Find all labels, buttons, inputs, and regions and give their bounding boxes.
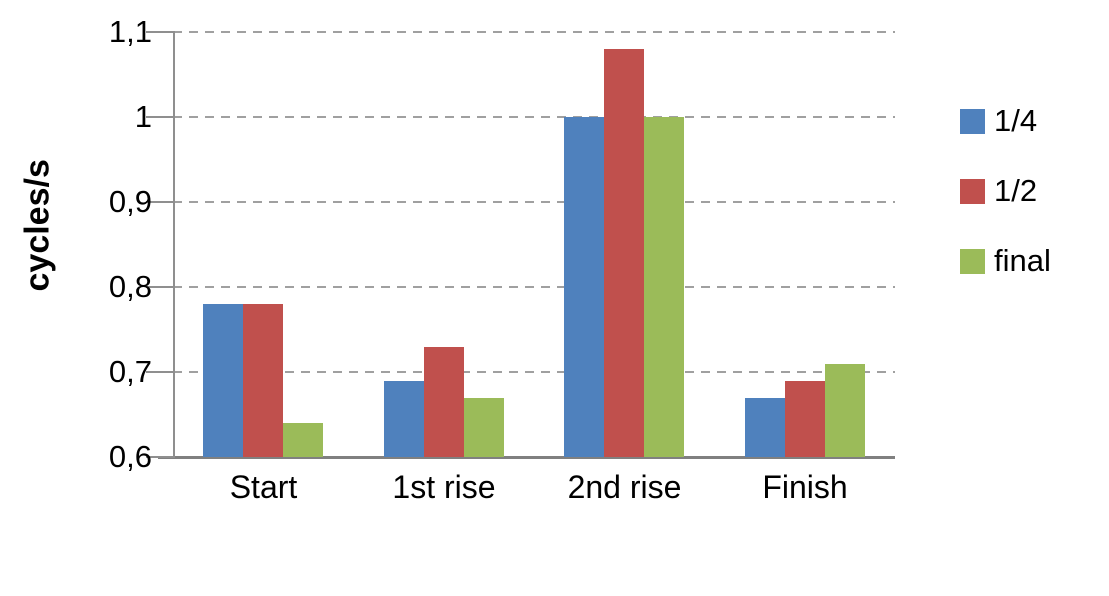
x-tick-label-2nd-rise: 2nd rise [567, 469, 682, 505]
y-axis-tick [146, 286, 175, 288]
legend-item-final: final [960, 243, 1051, 279]
x-tick-label-start: Start [229, 469, 298, 505]
y-axis-tick [146, 456, 175, 458]
y-tick-label: 0,8 [108, 269, 152, 304]
bar-2nd-rise-1-2 [604, 49, 645, 457]
y-axis-tick [146, 201, 175, 203]
x-tick-label-finish: Finish [762, 469, 848, 505]
y-axis-tick [146, 31, 175, 33]
legend-label: 1/4 [994, 103, 1038, 138]
bar-start-final [283, 423, 324, 457]
bar-start-1-4 [203, 304, 244, 457]
gridline-y-1 [173, 116, 895, 118]
plot-area [146, 31, 895, 459]
y-tick-label: 0,7 [108, 354, 152, 389]
bar-1st-rise-1-4 [383, 380, 424, 457]
legend-label: 1/2 [994, 173, 1038, 208]
bar-1st-rise-1-2 [423, 346, 464, 457]
y-tick-label: 1,1 [108, 14, 152, 49]
bar-finish-1-4 [744, 397, 785, 457]
bar-2nd-rise-1-4 [564, 117, 605, 457]
y-axis-line [173, 32, 175, 457]
bar-2nd-rise-final [644, 117, 685, 457]
legend-item-1-4: 1/4 [960, 103, 1037, 139]
y-tick-label: 1 [134, 99, 152, 134]
y-axis-tick [146, 116, 175, 118]
gridline-y-1,1 [173, 31, 895, 33]
gridline-y-0,7 [173, 371, 895, 373]
gridline-y-0,9 [173, 201, 895, 203]
legend-item-1-2: 1/2 [960, 173, 1037, 209]
legend-swatch-icon [960, 248, 985, 274]
y-tick-label: 0,6 [108, 439, 152, 474]
x-tick-label-1st-rise: 1st rise [392, 469, 496, 505]
y-tick-label: 0,9 [108, 184, 152, 219]
x-axis-line [158, 456, 895, 459]
bar-1st-rise-final [463, 397, 504, 457]
legend-swatch-icon [960, 178, 985, 204]
legend-swatch-icon [960, 108, 985, 134]
bar-finish-final [824, 363, 865, 457]
bar-finish-1-2 [784, 380, 825, 457]
bar-start-1-2 [243, 304, 284, 457]
y-axis-tick [146, 371, 175, 373]
gridline-y-0,8 [173, 286, 895, 288]
legend-label: final [994, 243, 1051, 278]
